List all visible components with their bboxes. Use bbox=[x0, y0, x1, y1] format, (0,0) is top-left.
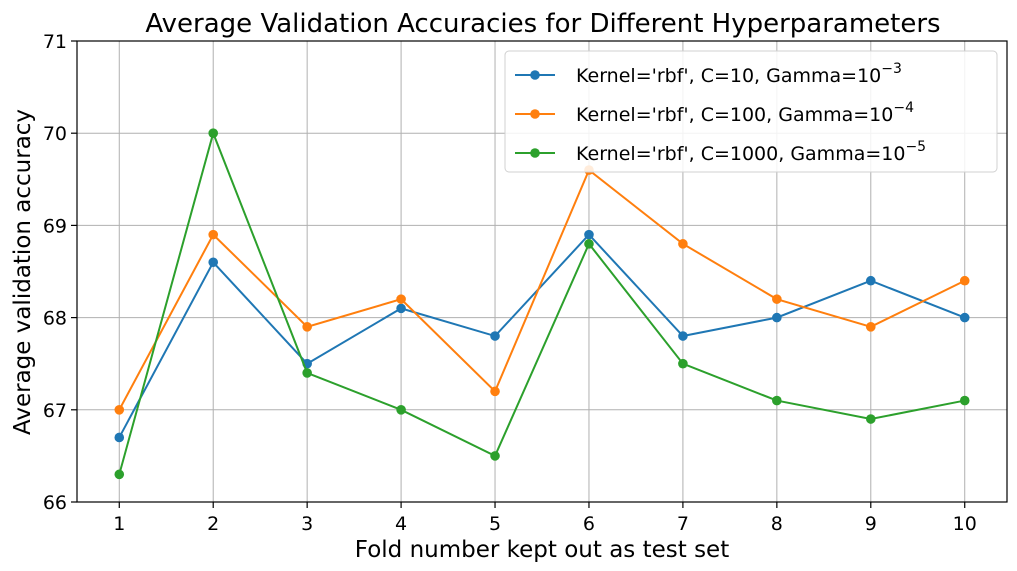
legend-exponent: −3 bbox=[881, 61, 902, 77]
series-3 bbox=[114, 128, 970, 480]
x-tick-label: 10 bbox=[953, 513, 977, 535]
data-point bbox=[772, 395, 782, 406]
legend-label: Kernel='rbf', C=10, Gamma=10−3 bbox=[576, 61, 902, 87]
legend-label: Kernel='rbf', C=1000, Gamma=10−5 bbox=[576, 139, 926, 165]
y-tick-label: 66 bbox=[43, 492, 67, 514]
data-point bbox=[584, 229, 594, 240]
legend: Kernel='rbf', C=10, Gamma=10−3 Kernel='rb… bbox=[504, 50, 998, 173]
data-point bbox=[865, 322, 876, 332]
x-axis-ticks: 1 2 3 4 5 6 7 8 9 10 bbox=[113, 502, 977, 535]
data-point bbox=[302, 368, 312, 378]
legend-marker bbox=[530, 148, 540, 158]
data-point bbox=[959, 312, 970, 323]
data-point bbox=[490, 386, 500, 397]
x-tick-label: 6 bbox=[583, 513, 595, 535]
data-point bbox=[396, 303, 406, 314]
data-point bbox=[490, 331, 500, 341]
data-point bbox=[959, 395, 970, 406]
data-point bbox=[114, 432, 125, 443]
chart-title: Average Validation Accuracies for Differ… bbox=[145, 9, 940, 39]
legend-marker bbox=[530, 70, 540, 80]
legend-item: Kernel='rbf', C=100, Gamma=10−4 bbox=[515, 100, 914, 126]
data-point bbox=[584, 239, 594, 249]
legend-box bbox=[504, 50, 998, 173]
data-point bbox=[865, 275, 876, 286]
data-point bbox=[772, 294, 782, 304]
legend-item: Kernel='rbf', C=10, Gamma=10−3 bbox=[515, 61, 902, 87]
x-tick-label: 1 bbox=[113, 513, 125, 535]
x-tick-label: 5 bbox=[489, 513, 501, 535]
data-point bbox=[208, 229, 219, 240]
x-axis-label: Fold number kept out as test set bbox=[355, 537, 729, 563]
y-tick-label: 70 bbox=[43, 123, 67, 145]
x-tick-label: 4 bbox=[395, 513, 407, 535]
data-point bbox=[114, 469, 125, 480]
data-point bbox=[678, 358, 688, 369]
data-point bbox=[865, 414, 876, 424]
series-2 bbox=[114, 165, 970, 415]
x-tick-label: 2 bbox=[207, 513, 219, 535]
data-point bbox=[396, 405, 406, 415]
y-axis-ticks: 66 67 68 69 70 71 bbox=[43, 31, 77, 514]
plot-frame bbox=[76, 40, 1008, 503]
data-point bbox=[959, 275, 970, 286]
x-tick-label: 3 bbox=[301, 513, 313, 535]
x-tick-label: 7 bbox=[677, 513, 689, 535]
legend-marker bbox=[530, 109, 540, 119]
series-layer bbox=[114, 128, 970, 480]
series-line bbox=[118, 233, 966, 438]
y-tick-label: 67 bbox=[43, 400, 67, 422]
series-line bbox=[118, 130, 965, 475]
data-point bbox=[396, 294, 406, 304]
data-point bbox=[208, 128, 219, 138]
data-point bbox=[678, 239, 688, 249]
series-line bbox=[118, 168, 966, 411]
data-point bbox=[208, 257, 219, 268]
legend-exponent: −4 bbox=[893, 100, 914, 116]
legend-exponent: −5 bbox=[905, 139, 926, 155]
y-tick-label: 69 bbox=[43, 215, 67, 237]
data-point bbox=[114, 405, 125, 415]
data-point bbox=[490, 451, 500, 461]
x-tick-label: 9 bbox=[865, 513, 877, 535]
data-point bbox=[678, 331, 688, 341]
data-point bbox=[302, 322, 312, 332]
y-axis-label: Average validation accuracy bbox=[10, 109, 36, 435]
legend-item: Kernel='rbf', C=1000, Gamma=10−5 bbox=[515, 139, 926, 165]
legend-label: Kernel='rbf', C=100, Gamma=10−4 bbox=[576, 100, 914, 126]
y-tick-label: 71 bbox=[43, 31, 67, 53]
data-point bbox=[772, 312, 782, 323]
x-tick-label: 8 bbox=[771, 513, 783, 535]
series-1 bbox=[114, 229, 970, 443]
y-tick-label: 68 bbox=[43, 308, 67, 330]
